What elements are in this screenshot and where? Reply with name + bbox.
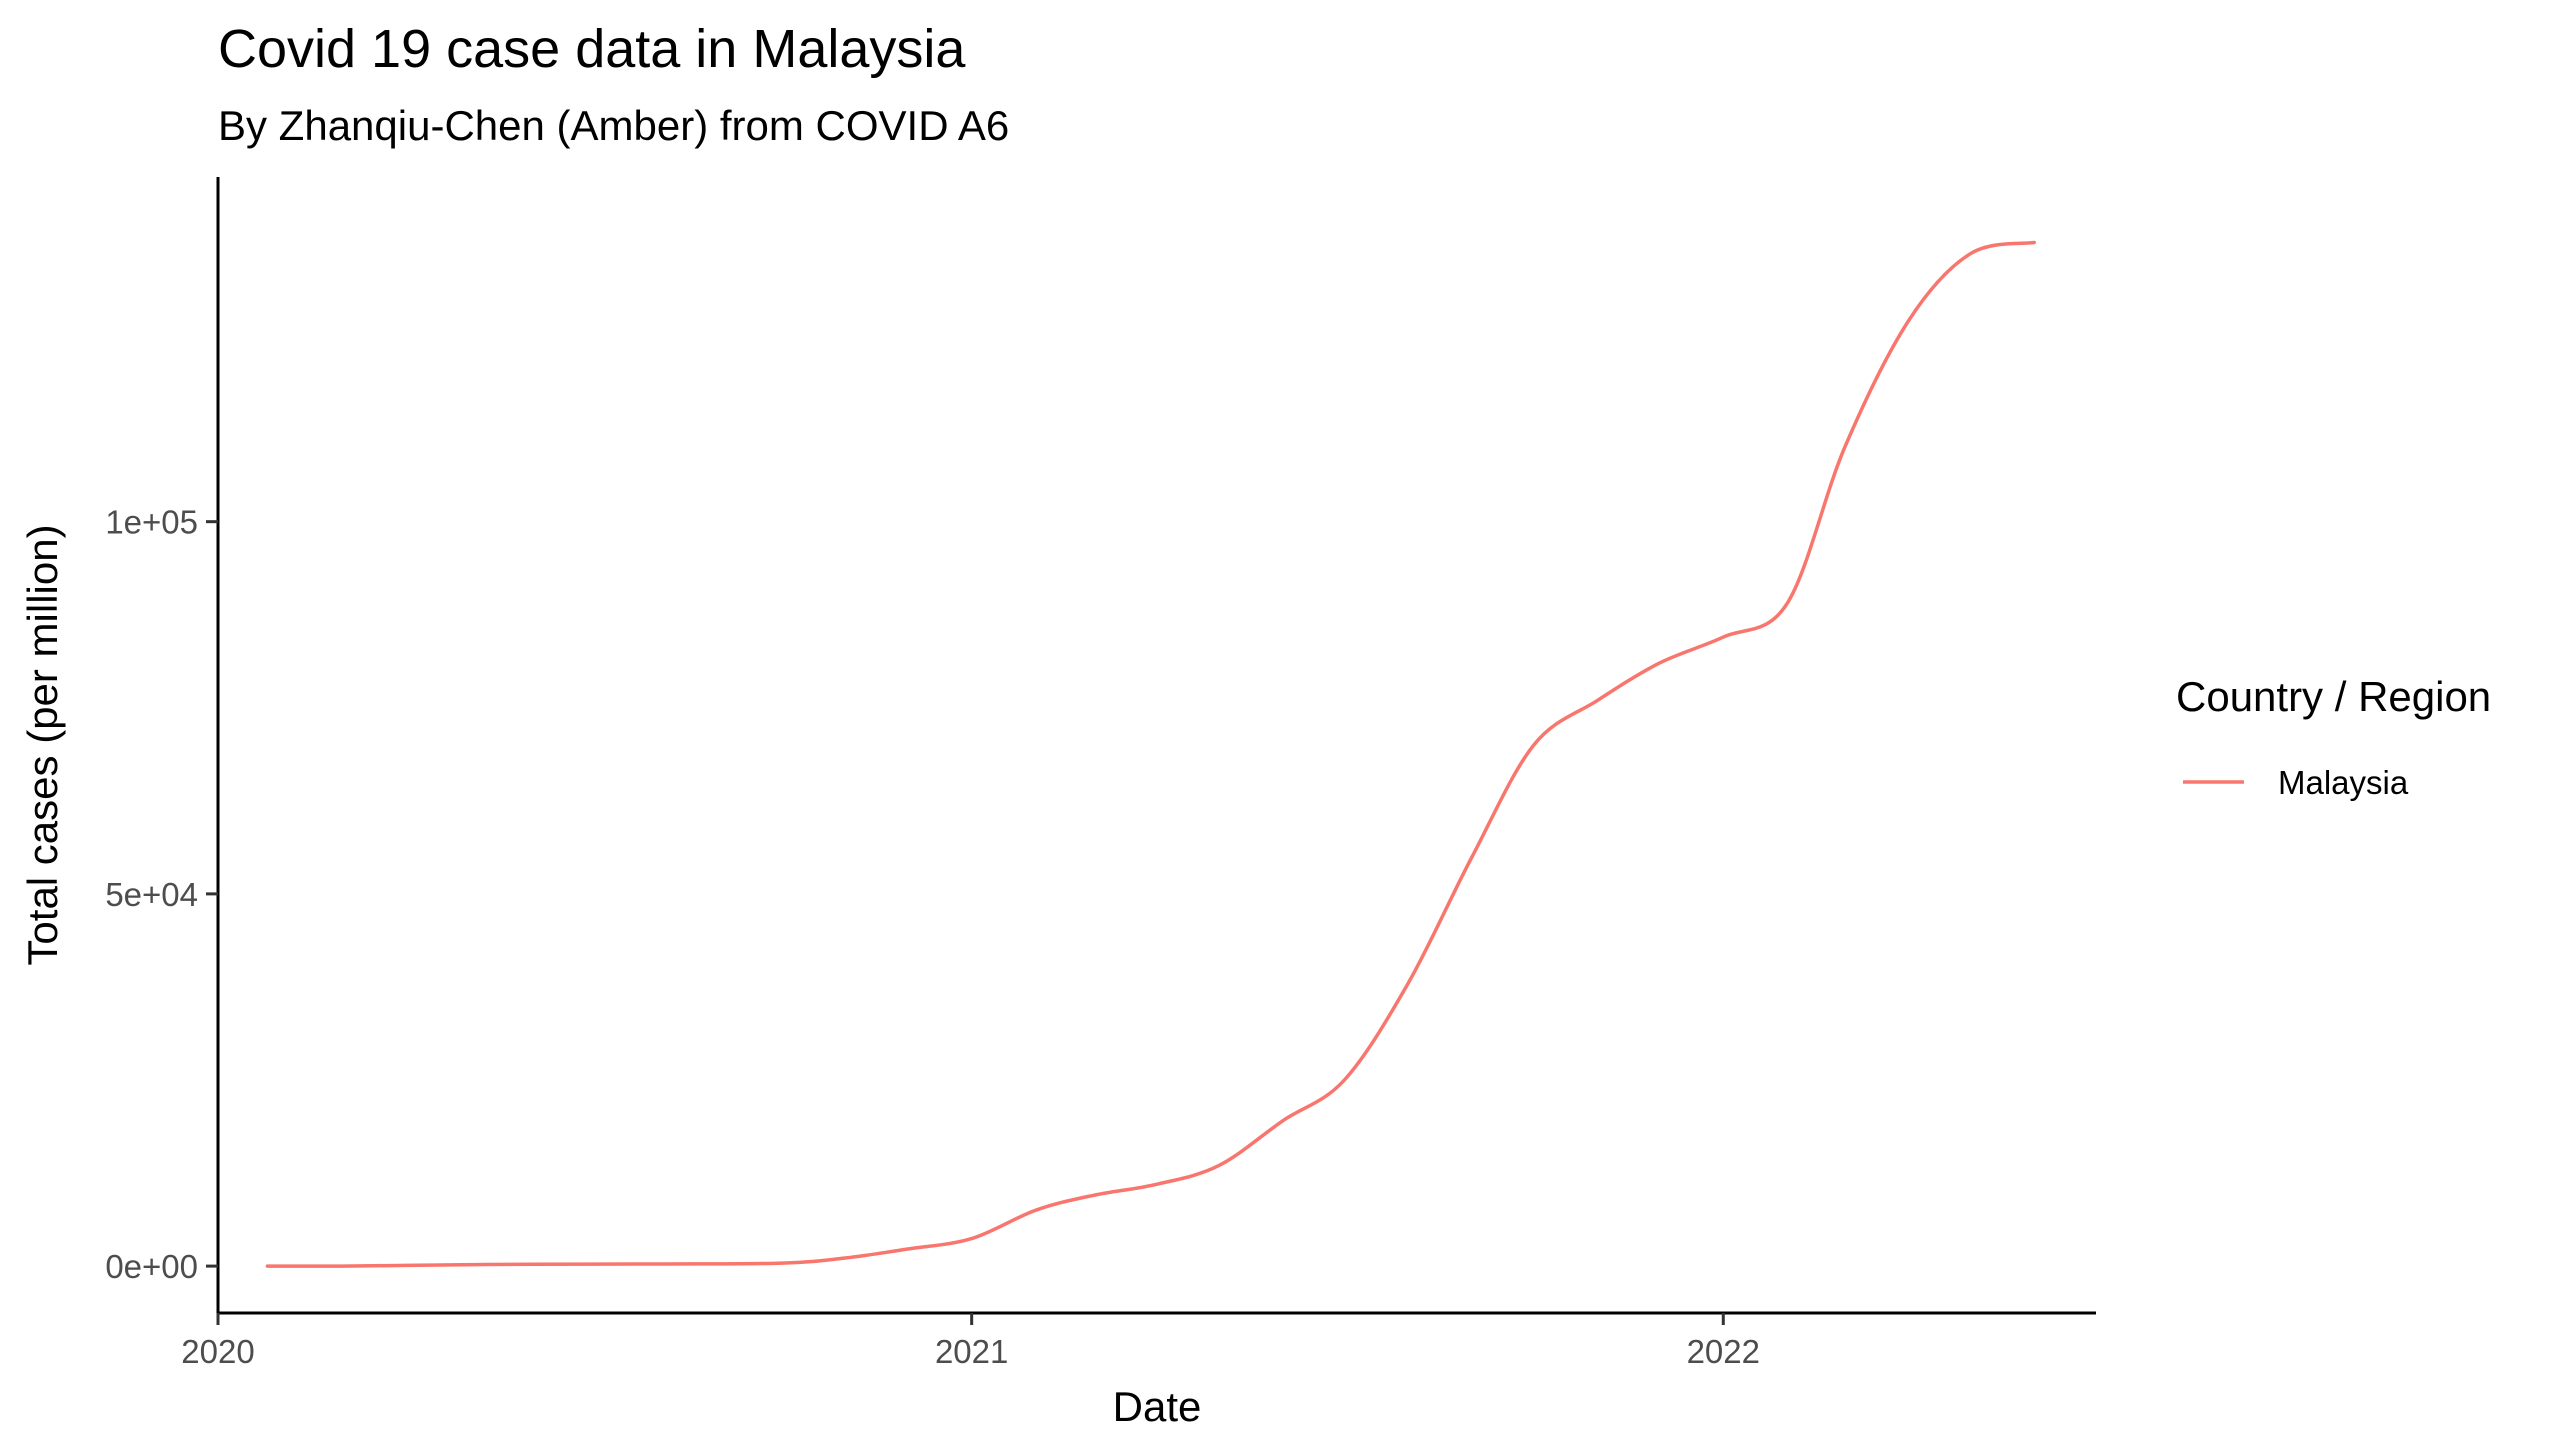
y-ticks: 0e+00 5e+04 1e+05 bbox=[105, 504, 218, 1285]
legend-label-malaysia: Malaysia bbox=[2278, 764, 2409, 801]
y-tick-label: 1e+05 bbox=[105, 504, 198, 541]
x-ticks: 2020 2021 2022 bbox=[181, 1313, 1760, 1370]
x-tick-label: 2022 bbox=[1687, 1333, 1760, 1370]
legend-title: Country / Region bbox=[2176, 673, 2491, 720]
y-tick-label: 0e+00 bbox=[105, 1248, 198, 1285]
x-tick-label: 2020 bbox=[181, 1333, 254, 1370]
chart-title: Covid 19 case data in Malaysia bbox=[218, 19, 966, 79]
y-axis-title: Total cases (per million) bbox=[19, 524, 66, 965]
chart-subtitle: By Zhanqiu-Chen (Amber) from COVID A6 bbox=[218, 102, 1009, 149]
series-layer bbox=[265, 240, 2036, 1268]
series-line-malaysia bbox=[265, 240, 2036, 1268]
x-tick-label: 2021 bbox=[935, 1333, 1008, 1370]
legend: Country / Region Malaysia bbox=[2176, 673, 2491, 801]
y-tick-label: 5e+04 bbox=[105, 876, 198, 913]
x-axis-title: Date bbox=[1113, 1383, 1202, 1430]
